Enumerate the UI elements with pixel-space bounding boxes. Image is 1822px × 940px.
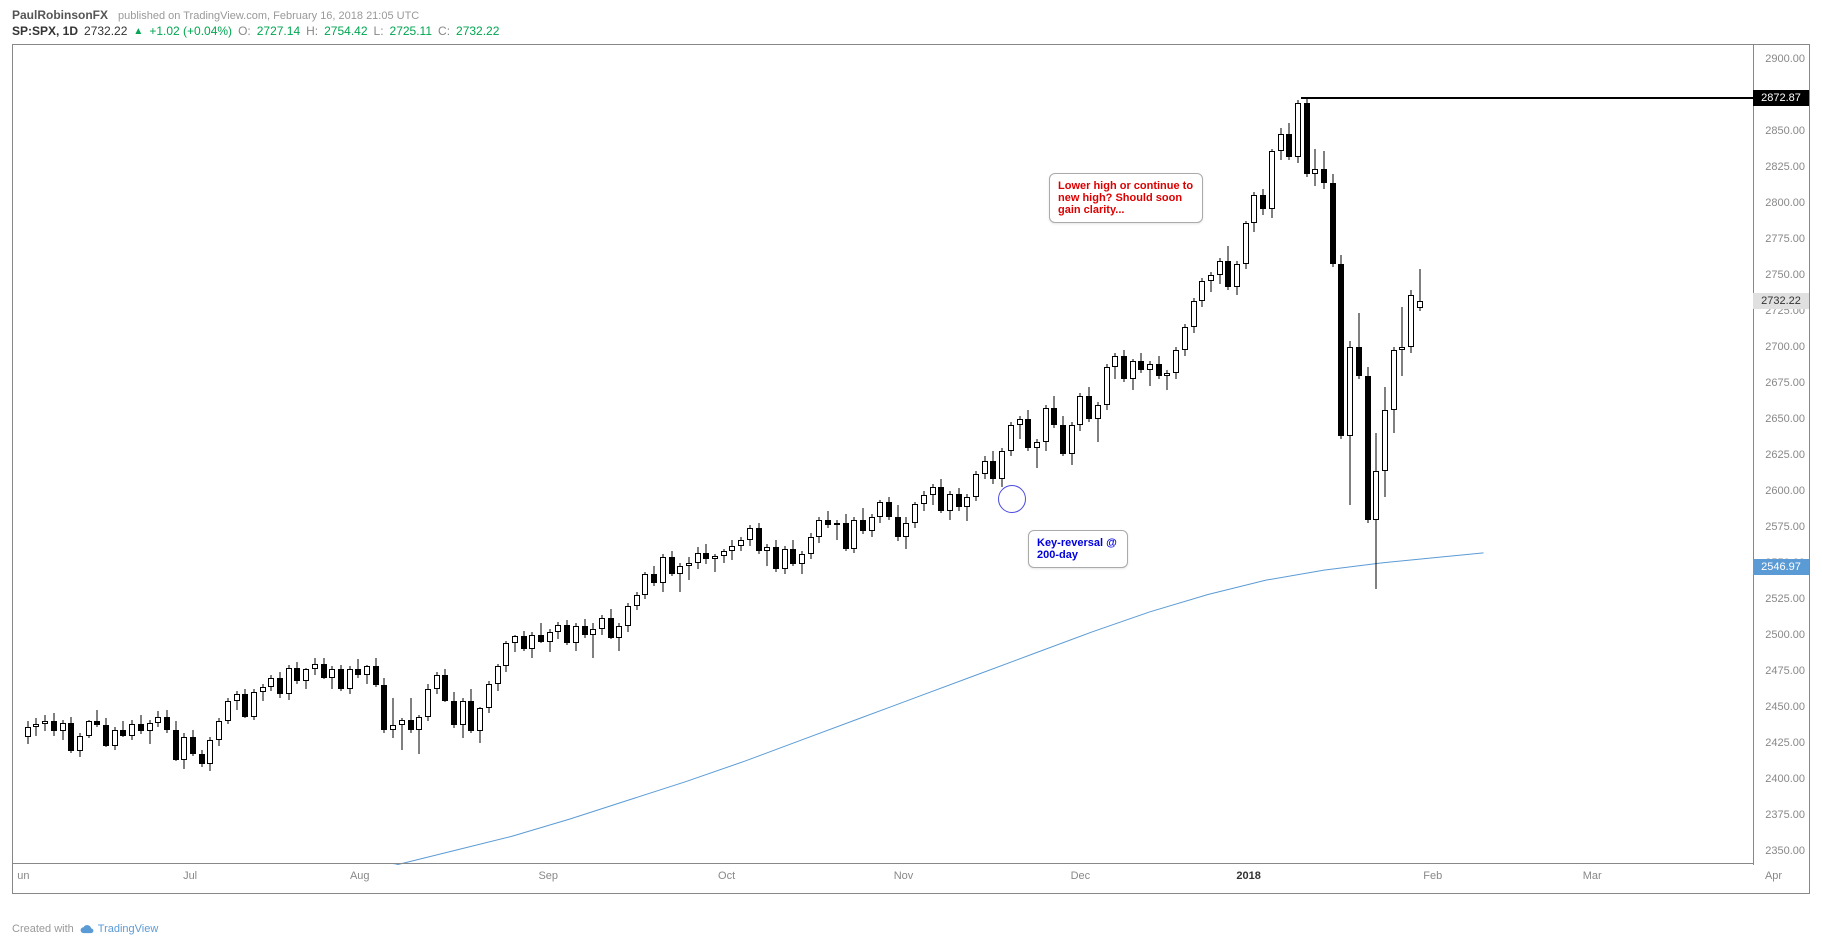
close-value: 2732.22 xyxy=(456,24,499,38)
low-label: L: xyxy=(374,24,384,38)
y-tick-label: 2600.00 xyxy=(1765,485,1805,497)
x-tick-label: Dec xyxy=(1071,870,1091,882)
y-tick-label: 2375.00 xyxy=(1765,809,1805,821)
x-tick-label: Apr xyxy=(1765,870,1782,882)
y-tick-label: 2525.00 xyxy=(1765,593,1805,605)
x-tick-label: un xyxy=(17,870,29,882)
x-axis: unJulAugSepOctNovDec2018FebMarApr xyxy=(13,863,1753,893)
last-price: 2732.22 xyxy=(84,24,127,38)
y-tick-label: 2625.00 xyxy=(1765,449,1805,461)
plot-region[interactable]: Lower high or continue to new high? Shou… xyxy=(13,45,1753,865)
price-tag: 2872.87 xyxy=(1753,90,1809,106)
chart-area[interactable]: Lower high or continue to new high? Shou… xyxy=(12,44,1810,894)
ma-line-svg xyxy=(13,45,1753,865)
price-tag: 2546.97 xyxy=(1753,559,1809,575)
y-tick-label: 2350.00 xyxy=(1765,845,1805,857)
annotation-box: Lower high or continue to new high? Shou… xyxy=(1049,173,1203,223)
tradingview-logo[interactable]: TradingView xyxy=(80,922,159,936)
y-tick-label: 2475.00 xyxy=(1765,665,1805,677)
x-tick-label: Aug xyxy=(350,870,370,882)
y-tick-label: 2500.00 xyxy=(1765,629,1805,641)
ohlc-row: SP:SPX, 1D 2732.22 ▲ +1.02 (+0.04%) O: 27… xyxy=(12,24,1810,38)
y-tick-label: 2575.00 xyxy=(1765,521,1805,533)
publish-info: published on TradingView.com, February 1… xyxy=(118,10,419,22)
change-value: +1.02 (+0.04%) xyxy=(149,24,232,38)
open-label: O: xyxy=(238,24,251,38)
y-tick-label: 2425.00 xyxy=(1765,737,1805,749)
high-label: H: xyxy=(306,24,318,38)
high-value: 2754.42 xyxy=(324,24,367,38)
y-tick-label: 2825.00 xyxy=(1765,161,1805,173)
x-tick-label: Oct xyxy=(718,870,735,882)
y-tick-label: 2675.00 xyxy=(1765,377,1805,389)
y-tick-label: 2750.00 xyxy=(1765,269,1805,281)
x-tick-label: Feb xyxy=(1423,870,1442,882)
symbol: SP:SPX, 1D xyxy=(12,24,78,38)
x-tick-label: Mar xyxy=(1583,870,1602,882)
footer: Created with TradingView xyxy=(12,922,158,936)
x-tick-label: Sep xyxy=(538,870,558,882)
y-tick-label: 2450.00 xyxy=(1765,701,1805,713)
tradingview-label: TradingView xyxy=(98,923,159,935)
change-arrow-icon: ▲ xyxy=(133,26,143,37)
y-tick-label: 2800.00 xyxy=(1765,197,1805,209)
close-label: C: xyxy=(438,24,450,38)
y-axis: 2350.00 2375.00 2400.00 2425.00 2450.00 2475.… xyxy=(1753,45,1809,865)
y-tick-label: 2400.00 xyxy=(1765,773,1805,785)
low-value: 2725.11 xyxy=(390,24,433,38)
price-tag: 2732.22 xyxy=(1753,293,1809,309)
created-with-label: Created with xyxy=(12,923,74,935)
open-value: 2727.14 xyxy=(257,24,300,38)
x-tick-label: Nov xyxy=(894,870,914,882)
key-reversal-circle xyxy=(998,485,1026,513)
author-label: PaulRobinsonFX xyxy=(12,8,108,22)
x-tick-label: 2018 xyxy=(1236,870,1260,882)
y-tick-label: 2650.00 xyxy=(1765,413,1805,425)
y-tick-label: 2700.00 xyxy=(1765,341,1805,353)
y-tick-label: 2900.00 xyxy=(1765,53,1805,65)
y-tick-label: 2850.00 xyxy=(1765,125,1805,137)
cloud-icon xyxy=(80,922,94,936)
annotation-box: Key-reversal @ 200-day xyxy=(1028,530,1128,568)
y-tick-label: 2775.00 xyxy=(1765,233,1805,245)
x-tick-label: Jul xyxy=(183,870,197,882)
